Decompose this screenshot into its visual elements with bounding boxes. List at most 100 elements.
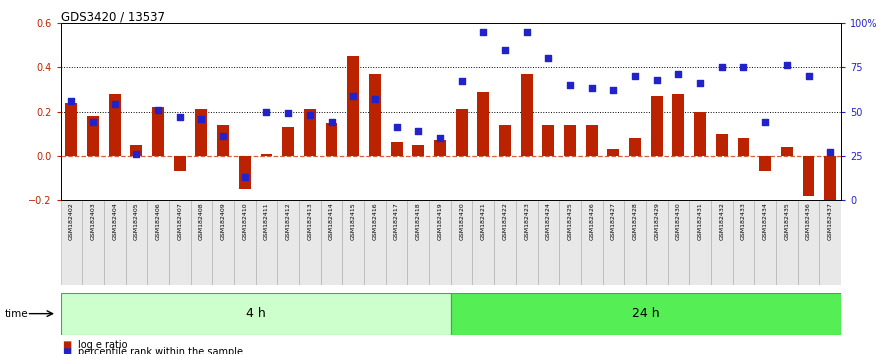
- Text: GSM182430: GSM182430: [676, 202, 681, 240]
- Text: GSM182433: GSM182433: [741, 202, 746, 240]
- Bar: [196, 109, 207, 156]
- Bar: [278, 200, 299, 285]
- Bar: [391, 142, 402, 156]
- Text: GSM182436: GSM182436: [806, 202, 811, 240]
- Point: [823, 149, 837, 155]
- Point: [758, 119, 773, 125]
- Bar: [61, 200, 82, 285]
- Point: [173, 114, 187, 120]
- Text: GSM182428: GSM182428: [633, 202, 637, 240]
- Point: [108, 102, 122, 107]
- Point: [628, 73, 643, 79]
- Bar: [434, 140, 446, 156]
- Bar: [217, 125, 229, 156]
- Bar: [385, 200, 408, 285]
- Bar: [494, 200, 516, 285]
- Bar: [343, 200, 364, 285]
- Bar: [82, 200, 104, 285]
- Bar: [456, 109, 467, 156]
- Text: GSM182408: GSM182408: [199, 202, 204, 240]
- Bar: [499, 125, 511, 156]
- Point: [390, 125, 404, 130]
- Bar: [320, 200, 343, 285]
- Point: [194, 116, 208, 121]
- Text: GSM182415: GSM182415: [351, 202, 356, 240]
- Text: ■: ■: [62, 347, 71, 354]
- Bar: [689, 200, 711, 285]
- Text: GSM182434: GSM182434: [763, 202, 768, 240]
- Bar: [797, 200, 820, 285]
- Bar: [326, 122, 337, 156]
- Text: GSM182432: GSM182432: [719, 202, 724, 240]
- Bar: [781, 147, 793, 156]
- Point: [585, 86, 599, 91]
- Bar: [673, 94, 684, 156]
- Text: GSM182435: GSM182435: [784, 202, 789, 240]
- Bar: [711, 200, 732, 285]
- Bar: [213, 200, 234, 285]
- Bar: [608, 149, 619, 156]
- Bar: [261, 154, 272, 156]
- Point: [433, 135, 447, 141]
- Text: GSM182431: GSM182431: [698, 202, 702, 240]
- Point: [216, 133, 231, 139]
- Text: GSM182419: GSM182419: [438, 202, 442, 240]
- Text: GSM182410: GSM182410: [242, 202, 247, 240]
- Bar: [369, 74, 381, 156]
- Point: [562, 82, 577, 88]
- Bar: [738, 138, 749, 156]
- Bar: [732, 200, 755, 285]
- Text: GSM182412: GSM182412: [286, 202, 291, 240]
- Point: [715, 64, 729, 70]
- Bar: [716, 133, 728, 156]
- Text: GSM182423: GSM182423: [524, 202, 530, 240]
- Text: GSM182416: GSM182416: [372, 202, 377, 240]
- Bar: [282, 127, 294, 156]
- Text: GDS3420 / 13537: GDS3420 / 13537: [61, 11, 165, 24]
- Bar: [564, 125, 576, 156]
- Text: GSM182413: GSM182413: [307, 202, 312, 240]
- Point: [498, 47, 512, 52]
- Point: [801, 73, 815, 79]
- Bar: [559, 200, 581, 285]
- Bar: [364, 200, 385, 285]
- Text: GSM182425: GSM182425: [568, 202, 572, 240]
- Bar: [152, 107, 164, 156]
- Text: GSM182414: GSM182414: [329, 202, 334, 240]
- Bar: [429, 200, 450, 285]
- Text: log e ratio: log e ratio: [78, 340, 128, 350]
- Bar: [104, 200, 125, 285]
- Text: ■: ■: [62, 340, 71, 350]
- Bar: [516, 200, 538, 285]
- Text: GSM182417: GSM182417: [394, 202, 399, 240]
- Text: 4 h: 4 h: [246, 307, 265, 320]
- Text: GSM182411: GSM182411: [264, 202, 269, 240]
- Bar: [131, 145, 142, 156]
- Bar: [603, 200, 624, 285]
- Bar: [255, 200, 278, 285]
- Text: GSM182409: GSM182409: [221, 202, 226, 240]
- Point: [129, 151, 143, 157]
- Bar: [450, 200, 473, 285]
- Text: time: time: [4, 309, 28, 319]
- Bar: [538, 200, 559, 285]
- Bar: [234, 200, 255, 285]
- Point: [281, 110, 295, 116]
- Bar: [477, 92, 490, 156]
- Bar: [61, 293, 450, 335]
- Bar: [542, 125, 554, 156]
- Bar: [408, 200, 429, 285]
- Text: GSM182420: GSM182420: [459, 202, 464, 240]
- Bar: [759, 156, 771, 171]
- Text: percentile rank within the sample: percentile rank within the sample: [78, 347, 243, 354]
- Bar: [87, 116, 99, 156]
- Point: [671, 72, 685, 77]
- Bar: [820, 200, 841, 285]
- Bar: [776, 200, 797, 285]
- Point: [325, 119, 339, 125]
- Point: [476, 29, 490, 35]
- Text: GSM182426: GSM182426: [589, 202, 595, 240]
- Bar: [239, 156, 251, 189]
- Bar: [190, 200, 213, 285]
- Text: GSM182437: GSM182437: [828, 202, 833, 240]
